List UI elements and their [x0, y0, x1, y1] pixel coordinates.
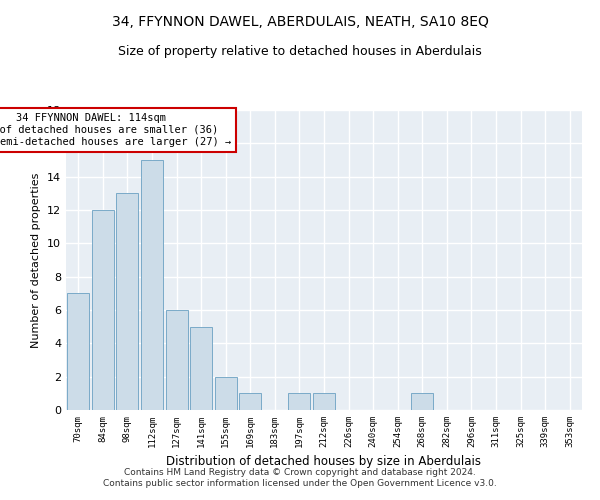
Text: 34 FFYNNON DAWEL: 114sqm
← 56% of detached houses are smaller (36)
42% of semi-d: 34 FFYNNON DAWEL: 114sqm ← 56% of detach… [0, 114, 231, 146]
Bar [215, 376, 237, 410]
Bar [141, 160, 163, 410]
Bar [411, 394, 433, 410]
Y-axis label: Number of detached properties: Number of detached properties [31, 172, 41, 348]
Text: 34, FFYNNON DAWEL, ABERDULAIS, NEATH, SA10 8EQ: 34, FFYNNON DAWEL, ABERDULAIS, NEATH, SA… [112, 15, 488, 29]
Text: Size of property relative to detached houses in Aberdulais: Size of property relative to detached ho… [118, 45, 482, 58]
Bar [67, 294, 89, 410]
Text: Contains HM Land Registry data © Crown copyright and database right 2024.
Contai: Contains HM Land Registry data © Crown c… [103, 468, 497, 487]
Bar [239, 394, 262, 410]
Bar [313, 394, 335, 410]
Bar [289, 394, 310, 410]
Bar [190, 326, 212, 410]
Bar [116, 194, 139, 410]
Bar [166, 310, 188, 410]
X-axis label: Distribution of detached houses by size in Aberdulais: Distribution of detached houses by size … [167, 456, 482, 468]
Bar [92, 210, 114, 410]
